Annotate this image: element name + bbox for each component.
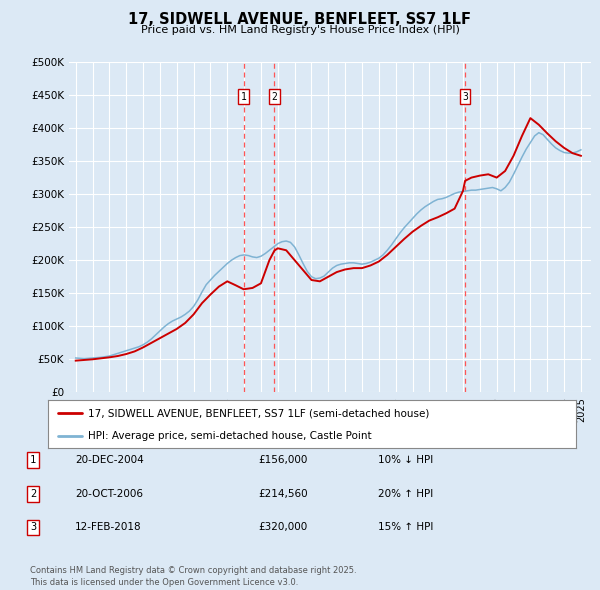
Text: HPI: Average price, semi-detached house, Castle Point: HPI: Average price, semi-detached house,… bbox=[88, 431, 371, 441]
Text: 20% ↑ HPI: 20% ↑ HPI bbox=[378, 489, 433, 499]
Text: 1: 1 bbox=[30, 455, 36, 465]
Text: 1: 1 bbox=[241, 91, 247, 101]
Text: 20-OCT-2006: 20-OCT-2006 bbox=[75, 489, 143, 499]
Text: 2: 2 bbox=[30, 489, 36, 499]
Text: £214,560: £214,560 bbox=[258, 489, 308, 499]
Text: 17, SIDWELL AVENUE, BENFLEET, SS7 1LF (semi-detached house): 17, SIDWELL AVENUE, BENFLEET, SS7 1LF (s… bbox=[88, 408, 429, 418]
Text: Contains HM Land Registry data © Crown copyright and database right 2025.
This d: Contains HM Land Registry data © Crown c… bbox=[30, 566, 356, 587]
Text: £156,000: £156,000 bbox=[258, 455, 307, 465]
Text: £320,000: £320,000 bbox=[258, 523, 307, 532]
Text: 3: 3 bbox=[30, 523, 36, 532]
Text: 12-FEB-2018: 12-FEB-2018 bbox=[75, 523, 142, 532]
Text: 20-DEC-2004: 20-DEC-2004 bbox=[75, 455, 144, 465]
Text: 15% ↑ HPI: 15% ↑ HPI bbox=[378, 523, 433, 532]
Text: 10% ↓ HPI: 10% ↓ HPI bbox=[378, 455, 433, 465]
Text: 3: 3 bbox=[462, 91, 468, 101]
Text: 17, SIDWELL AVENUE, BENFLEET, SS7 1LF: 17, SIDWELL AVENUE, BENFLEET, SS7 1LF bbox=[128, 12, 472, 27]
Text: Price paid vs. HM Land Registry's House Price Index (HPI): Price paid vs. HM Land Registry's House … bbox=[140, 25, 460, 35]
Text: 2: 2 bbox=[271, 91, 277, 101]
